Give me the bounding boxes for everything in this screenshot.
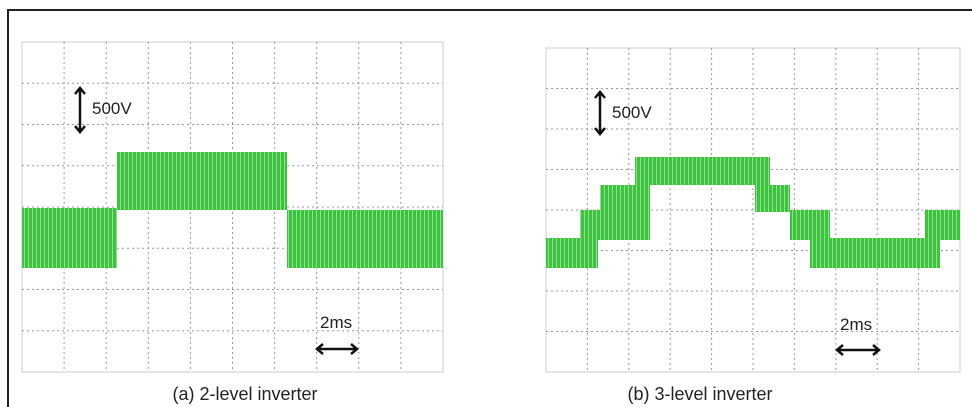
waveform (287, 210, 443, 268)
waveform (117, 152, 287, 210)
caption: (b) 3-level inverter (627, 384, 772, 404)
figure: 500V 2ms (a) 2-level inverter 500V 2ms (… (0, 0, 972, 407)
waveform (22, 208, 117, 268)
waveform (600, 185, 650, 212)
time-scale: 2ms (840, 315, 872, 334)
time-scale: 2ms (320, 313, 352, 332)
voltage-scale: 500V (612, 103, 652, 122)
waveform (546, 238, 598, 268)
waveform (635, 157, 770, 185)
scope-panel-a: 500V 2ms (a) 2-level inverter (22, 42, 443, 404)
caption: (a) 2-level inverter (172, 384, 317, 404)
waveform (790, 210, 830, 240)
waveform (810, 238, 940, 268)
waveform (755, 185, 790, 212)
waveform (580, 210, 650, 240)
scope-panel-b: 500V 2ms (b) 3-level inverter (546, 48, 960, 404)
voltage-scale: 500V (92, 99, 132, 118)
waveform (925, 210, 960, 240)
